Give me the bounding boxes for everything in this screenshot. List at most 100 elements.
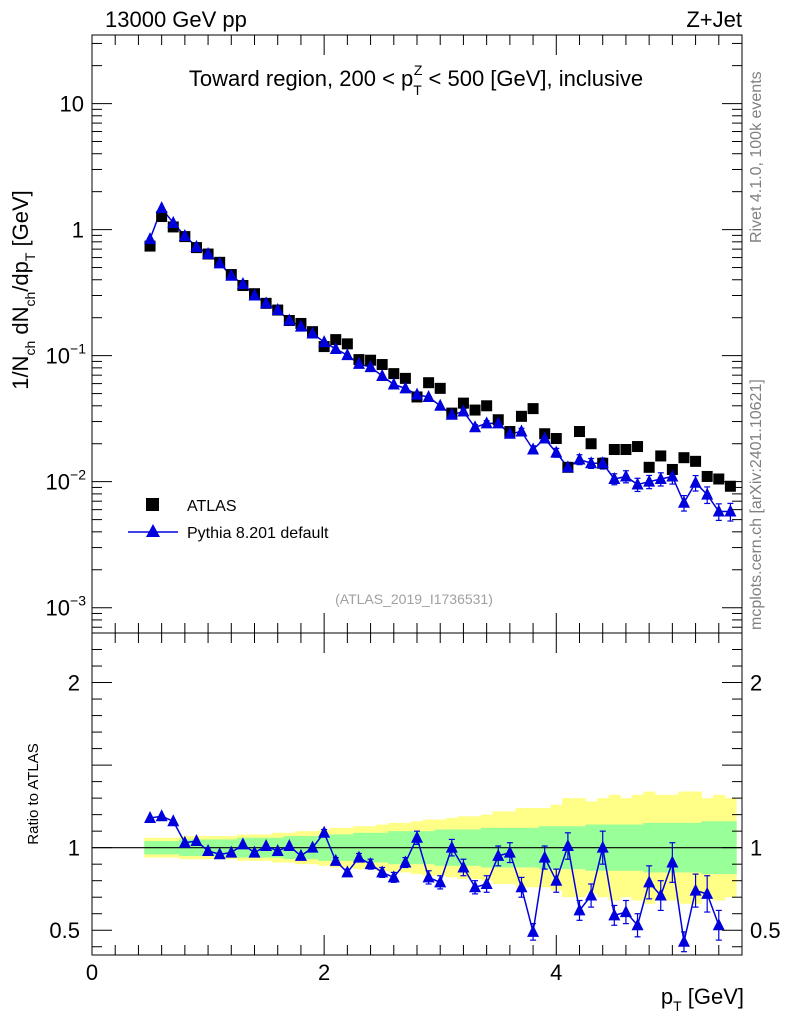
legend-pythia-label: Pythia 8.201 default: [187, 525, 329, 542]
atlas-data-point: [701, 470, 713, 482]
atlas-data-point: [434, 382, 446, 394]
main-plot-area: [144, 201, 737, 522]
ratio-data-point: [666, 855, 679, 868]
atlas-data-point: [678, 452, 690, 464]
rivet-version-label: Rivet 4.1.0, 100k events: [748, 71, 765, 243]
atlas-data-point: [724, 480, 736, 492]
ratio-data-point: [445, 840, 458, 853]
mc-data-point: [538, 431, 551, 444]
main-frame: [91, 34, 743, 634]
ratio-data-point: [631, 918, 644, 931]
ratio-data-point: [178, 835, 191, 848]
mcplots-label: mcplots.cern.ch [arXiv:2401.10621]: [748, 379, 765, 630]
mc-data-point: [480, 416, 493, 429]
ratio-data-point: [712, 918, 725, 931]
ratio-data-point: [596, 840, 609, 853]
main-y-tick-label: 1: [72, 218, 84, 243]
main-y-ticks: 10 1 10−1 10−2 10−3: [46, 35, 743, 633]
atlas-data-point: [481, 400, 493, 412]
ratio-data-point: [689, 883, 702, 896]
mc-data-point: [341, 348, 354, 361]
legend-atlas-marker: [146, 498, 159, 511]
ratio-data-point: [492, 848, 505, 861]
mc-data-point: [260, 296, 273, 309]
ratio-y-tick-label: 0.5: [49, 918, 80, 943]
ratio-data-point: [619, 905, 632, 918]
mc-data-point: [515, 424, 528, 437]
legend-pythia-marker: [146, 524, 160, 537]
ratio-data-point: [654, 888, 667, 901]
atlas-data-point: [341, 338, 353, 350]
ratio-data-point: [561, 839, 574, 852]
ratio-plot-area: [92, 791, 742, 953]
main-y-tick-label: 10−1: [46, 341, 87, 369]
atlas-data-point: [399, 372, 411, 384]
ratio-y-tick-label-right: 1: [750, 836, 762, 861]
mc-data-point: [689, 475, 702, 488]
mc-series-line: [149, 206, 731, 513]
ratio-data-point: [585, 888, 598, 901]
mc-data-point: [306, 326, 319, 339]
mc-data-point: [608, 472, 621, 485]
ratio-y-tick-label: 2: [68, 671, 80, 696]
ratio-y-tick-label-right: 0.5: [750, 918, 781, 943]
legend: ATLAS Pythia 8.201 default: [128, 498, 329, 542]
mc-data-point: [190, 239, 203, 252]
mc-data-point: [318, 335, 331, 348]
mc-data-point: [561, 460, 574, 473]
atlas-data-point: [156, 211, 168, 223]
atlas-data-point: [376, 359, 388, 371]
main-y-tick-label: 10−2: [46, 467, 87, 495]
ratio-data-point: [527, 924, 540, 937]
mc-data-point: [712, 504, 725, 517]
ratio-data-point: [202, 843, 215, 856]
mc-data-point: [550, 445, 563, 458]
ratio-data-point: [677, 934, 690, 947]
mc-data-point: [677, 495, 690, 508]
ratio-frame: [91, 632, 743, 956]
atlas-data-point: [388, 368, 400, 380]
main-y-tick-label: 10−3: [46, 593, 87, 621]
ratio-data-point: [318, 825, 331, 838]
ratio-data-point: [294, 848, 307, 861]
mc-data-point: [248, 288, 261, 301]
mc-data-point: [654, 472, 667, 485]
atlas-data-point: [144, 240, 156, 252]
ratio-data-point: [364, 857, 377, 870]
ratio-y-tick-label-right: 2: [750, 671, 762, 696]
ratio-y-axis-label: Ratio to ATLAS: [25, 743, 42, 844]
mc-data-point: [387, 377, 400, 390]
mc-data-point: [469, 420, 482, 433]
analysis-id: (ATLAS_2019_I1736531): [335, 591, 493, 607]
mc-data-point: [411, 387, 423, 400]
atlas-data-point: [423, 377, 435, 389]
mc-data-point: [364, 360, 377, 373]
ratio-panel: 0.5 0.5 1 1 2 2 0 2 4 Ratio to ATLAS pT [GeV]: [25, 632, 781, 1014]
ratio-y-tick-label: 1: [68, 836, 80, 861]
atlas-data-point: [632, 441, 644, 453]
atlas-data-point: [330, 334, 342, 346]
ratio-data-point: [329, 853, 342, 866]
mc-data-point: [376, 368, 389, 381]
ratio-data-point: [352, 850, 365, 863]
ratio-data-point: [573, 903, 586, 916]
main-panel: 10 1 10−1 10−2 10−3 Toward region, 200 < pTZ…: [8, 34, 743, 634]
mc-data-point: [283, 313, 296, 326]
mc-data-point: [619, 469, 632, 482]
ratio-data-point: [225, 845, 238, 858]
ratio-data-point: [248, 845, 261, 858]
atlas-data-point: [527, 403, 539, 415]
atlas-data-point: [469, 404, 481, 416]
mc-data-point: [213, 256, 226, 269]
ratio-data-point: [306, 840, 319, 853]
mc-data-point: [236, 277, 249, 290]
main-y-axis-label: 1/Nch dNch/dpT [GeV]: [8, 190, 38, 390]
mc-data-point: [492, 416, 505, 429]
mc-data-point: [352, 356, 365, 369]
mc-data-point: [271, 303, 284, 316]
mc-data-point: [643, 474, 656, 487]
atlas-data-point: [585, 438, 597, 450]
atlas-data-point: [574, 426, 585, 438]
mc-data-point: [666, 469, 679, 482]
mc-data-point: [202, 247, 215, 260]
